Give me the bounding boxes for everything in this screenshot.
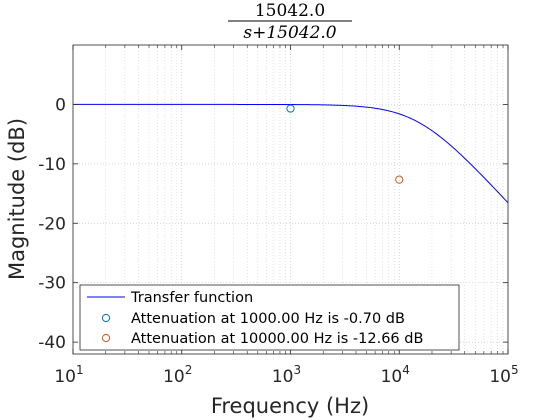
y-tick-label: -20 [38, 214, 66, 234]
legend: Transfer function Attenuation at 1000.00… [79, 284, 460, 351]
legend-marker-swatch-10000hz [101, 333, 111, 343]
y-tick-label: -30 [38, 274, 66, 294]
title-numerator: 15042.0 [255, 1, 325, 21]
legend-marker-swatch-1000hz [101, 313, 111, 323]
x-tick-label: 105 [489, 363, 518, 387]
title-denominator: s+15042.0 [243, 23, 336, 43]
x-axis-ticks: 101 102 103 104 105 [54, 45, 519, 387]
legend-entry-10000hz: Attenuation at 10000.00 Hz is -12.66 dB [131, 331, 423, 347]
chart-title: 15042.0 s+15042.0 [228, 1, 352, 43]
x-tick-label: 104 [381, 363, 410, 387]
y-axis-label: Magnitude (dB) [5, 118, 29, 280]
y-tick-label: 0 [55, 95, 66, 115]
marker-10000hz [395, 175, 404, 184]
x-tick-label: 101 [54, 363, 83, 387]
y-tick-label: -40 [38, 333, 66, 353]
x-tick-label: 102 [163, 363, 192, 387]
x-axis-label: Frequency (Hz) [211, 394, 369, 418]
y-tick-label: -10 [38, 155, 66, 175]
legend-entry-1000hz: Attenuation at 1000.00 Hz is -0.70 dB [131, 311, 405, 327]
legend-box [79, 284, 460, 351]
y-axis-ticks: 0 -10 -20 -30 -40 [38, 95, 508, 353]
x-tick-label: 103 [272, 363, 301, 387]
marker-1000hz [286, 104, 295, 113]
legend-entry-transfer-function: Transfer function [130, 290, 253, 306]
minor-grid [105, 45, 504, 354]
